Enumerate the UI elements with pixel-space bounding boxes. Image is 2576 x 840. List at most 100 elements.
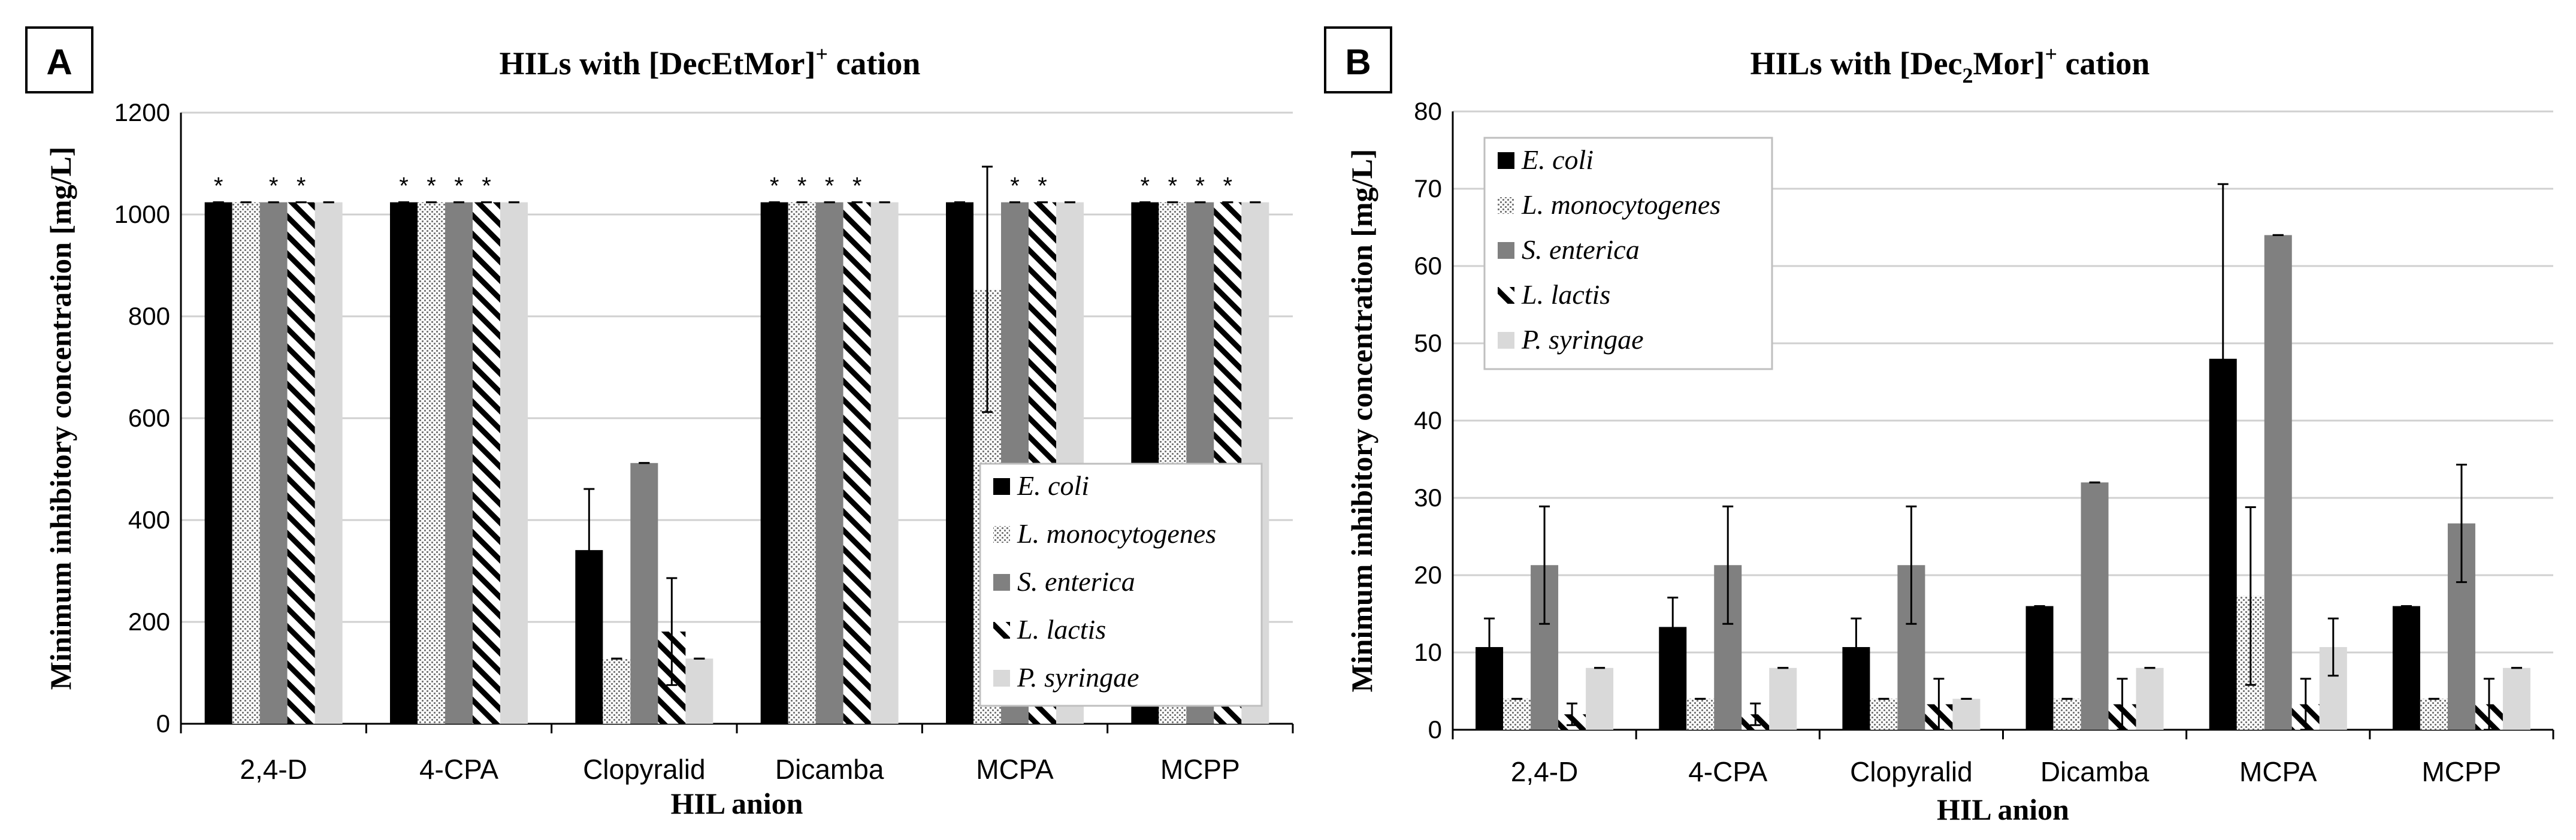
- chart-a-ytick-label: 800: [128, 302, 170, 330]
- chart-b-legend-swatch-s-enterica: [1498, 242, 1514, 259]
- panel-a: A HILs with [DecEtMor]+ cation 0 200 400 60…: [25, 26, 1294, 820]
- chart-a: 0 200 400 600 800 1000 1200 2,4-D * * * 4-CPA * * * * Cl…: [44, 98, 1294, 820]
- chart-b-legend-label: L. monocytogenes: [1521, 189, 1721, 220]
- panel-b-letter: B: [1345, 42, 1371, 82]
- chart-a-bar-p-syringae: [500, 202, 528, 724]
- chart-b-ytick-label: 50: [1414, 329, 1442, 357]
- chart-a-bar-s-enterica: [815, 202, 843, 724]
- chart-a-bar-s-enterica: [630, 463, 658, 724]
- chart-b-bar-l-monocytogenes: [1503, 699, 1531, 730]
- chart-b-ytick-label: 70: [1414, 174, 1442, 203]
- chart-a-bar-e-coli: [204, 202, 232, 724]
- chart-a-bar-e-coli: [760, 202, 788, 724]
- chart-b-x-axis-title: HIL anion: [1937, 793, 2069, 826]
- chart-a-bar-l-monocytogenes: [788, 202, 816, 724]
- chart-b-bar-s-enterica: [2264, 235, 2292, 730]
- chart-a-ytick-label: 600: [128, 404, 170, 432]
- chart-b-ytick-label: 0: [1428, 715, 1442, 744]
- chart-b-bar-p-syringae: [1952, 699, 1981, 730]
- chart-b-legend-label: E. coli: [1521, 144, 1594, 175]
- chart-b-category-label: Clopyralid: [1850, 756, 1973, 787]
- chart-a-bar-p-syringae: [870, 202, 899, 724]
- chart-b-category-label: 2,4-D: [1511, 756, 1578, 787]
- chart-a-significance-star: *: [825, 173, 835, 200]
- chart-a-legend-swatch-l-lactis: [993, 622, 1010, 639]
- chart-b-category-label: Dicamba: [2040, 756, 2149, 787]
- chart-a-category-label: Dicamba: [775, 754, 884, 785]
- chart-a-significance-star: *: [399, 173, 409, 200]
- chart-a-significance-star: *: [427, 173, 436, 200]
- chart-a-category-label: MCPA: [976, 754, 1054, 785]
- chart-a-x-axis-title: HIL anion: [671, 787, 803, 820]
- chart-b-legend-label: P. syringae: [1521, 324, 1644, 355]
- chart-b-ytick-label: 10: [1414, 638, 1442, 666]
- chart-a-bar-s-enterica: [259, 202, 288, 724]
- chart-a-bar-l-monocytogenes: [603, 658, 631, 724]
- chart-a-legend-label: S. enterica: [1017, 566, 1135, 597]
- chart-b-legend-label: L. lactis: [1521, 279, 1610, 310]
- chart-b-legend-box: [1483, 137, 1773, 370]
- chart-b-bar-l-monocytogenes: [2053, 699, 2081, 730]
- chart-a-significance-star: *: [797, 173, 807, 200]
- chart-a-significance-star: *: [1010, 173, 1020, 200]
- chart-b-ytick-label: 30: [1414, 484, 1442, 512]
- chart-a-y-axis-title: Minimum inhibitory concentration [mg/L]: [44, 147, 77, 690]
- chart-b-bar-l-monocytogenes: [1686, 699, 1715, 730]
- chart-a-legend-box: [979, 463, 1263, 707]
- chart-b-bar-e-coli: [2392, 606, 2420, 730]
- chart-a-significance-star: *: [482, 173, 491, 200]
- chart-a-bar-p-syringae: [315, 202, 343, 724]
- panel-b: B HILs with [Dec2Mor]+ cation 0 10 20 30 40 5…: [1324, 26, 2554, 826]
- chart-a-bar-l-lactis: [473, 202, 500, 724]
- chart-a-bar-p-syringae: [685, 658, 713, 724]
- chart-a-significance-star: *: [770, 173, 779, 200]
- panel-a-letter: A: [46, 42, 72, 82]
- chart-a-legend-label: E. coli: [1017, 470, 1089, 501]
- chart-a-bar-s-enterica: [445, 202, 473, 724]
- chart-a-ytick-label: 0: [156, 709, 170, 738]
- chart-a-category-label: 4-CPA: [419, 754, 498, 785]
- chart-a-significance-star: *: [454, 173, 464, 200]
- panel-b-title: HILs with [Dec2Mor]+ cation: [1750, 42, 2150, 87]
- chart-b-legend: E. coli L. monocytogenes S. enterica L. lac…: [1483, 137, 1773, 370]
- chart-b-bar-l-monocytogenes: [2420, 699, 2448, 730]
- chart-a-significance-star: *: [214, 173, 223, 200]
- chart-a-legend-swatch-s-enterica: [993, 574, 1010, 591]
- chart-a-category-label: MCPP: [1160, 754, 1240, 785]
- chart-a-ytick-label: 1000: [114, 200, 170, 228]
- chart-b: 0 10 20 30 40 50 60 70 80 2,4-D 4-CPA Clopyralid Dic…: [1345, 97, 2554, 826]
- chart-a-significance-star: *: [1168, 173, 1178, 200]
- chart-a-legend-label: L. lactis: [1017, 614, 1106, 645]
- chart-b-bar-s-enterica: [2081, 482, 2109, 730]
- panel-a-letter-box: [25, 26, 93, 93]
- chart-b-legend-swatch-p-syringae: [1498, 332, 1514, 349]
- chart-a-significance-star: *: [269, 173, 279, 200]
- chart-b-legend-swatch-e-coli: [1498, 152, 1514, 169]
- chart-a-significance-star: *: [852, 173, 862, 200]
- chart-a-ytick-label: 200: [128, 608, 170, 636]
- chart-b-bar-p-syringae: [1769, 667, 1797, 730]
- chart-b-bar-p-syringae: [2136, 667, 2164, 730]
- chart-a-legend-label: P. syringae: [1017, 662, 1139, 693]
- chart-a-category-label: 2,4-D: [240, 754, 307, 785]
- chart-a-category-label: Clopyralid: [583, 754, 706, 785]
- chart-b-ytick-label: 60: [1414, 252, 1442, 280]
- chart-b-category-label: 4-CPA: [1688, 756, 1767, 787]
- chart-a-significance-star: *: [1141, 173, 1150, 200]
- chart-a-bar-l-monocytogenes: [418, 202, 445, 724]
- chart-b-ytick-label: 20: [1414, 561, 1442, 589]
- chart-b-category-label: MCPP: [2421, 756, 2501, 787]
- chart-a-significance-star: *: [297, 173, 306, 200]
- chart-b-legend-swatch-l-monocytogenes: [1498, 197, 1514, 214]
- chart-a-legend-swatch-p-syringae: [993, 670, 1010, 687]
- chart-b-bar-l-monocytogenes: [1870, 699, 1898, 730]
- panel-a-title: HILs with [DecEtMor]+ cation: [500, 42, 921, 81]
- chart-a-bar-l-lactis: [843, 202, 871, 724]
- chart-a-legend: E. coli L. monocytogenes S. enterica L. lac…: [979, 463, 1263, 707]
- chart-a-bar-e-coli: [946, 202, 973, 724]
- chart-b-legend-swatch-l-lactis: [1498, 287, 1514, 304]
- chart-a-bar-l-monocytogenes: [232, 202, 260, 724]
- chart-a-legend-swatch-e-coli: [993, 478, 1010, 495]
- chart-a-significance-star: *: [1038, 173, 1047, 200]
